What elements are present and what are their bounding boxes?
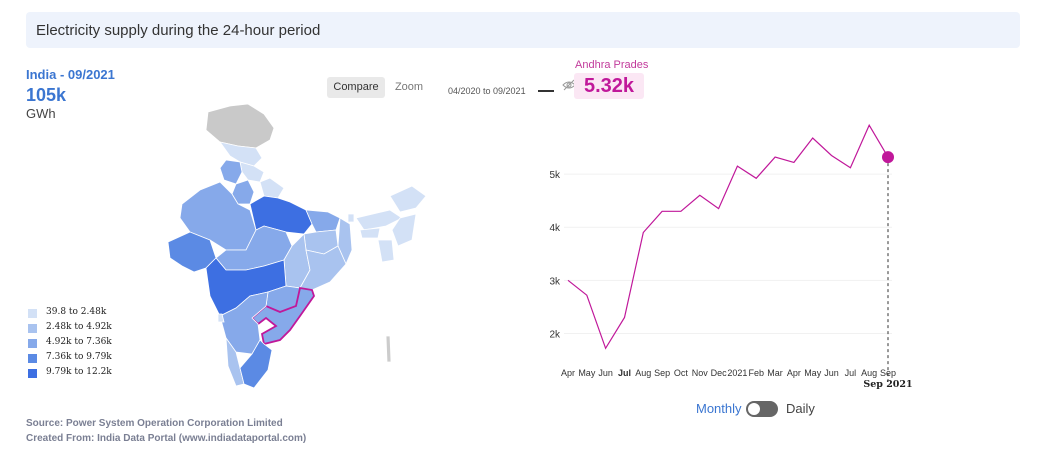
x-tick-label: May: [804, 368, 822, 378]
legend-swatch: [28, 309, 37, 318]
series-line-legend-icon: [538, 90, 554, 92]
map-region-odisha[interactable]: [299, 245, 347, 291]
india-choropleth-map[interactable]: [160, 100, 440, 400]
x-tick-label: Jul: [845, 368, 857, 378]
cursor-marker: [882, 151, 894, 164]
x-tick-label: Apr: [787, 368, 801, 378]
x-tick-label: Dec: [711, 368, 728, 378]
x-tick-label: Aug: [635, 368, 651, 378]
date-range-label: 04/2020 to 09/2021: [448, 86, 526, 96]
legend-label: 39.8 to 2.48k: [46, 307, 107, 317]
x-tick-label: Feb: [748, 368, 764, 378]
map-region-west-bengal[interactable]: [337, 217, 353, 265]
map-region-mizoram-tripura[interactable]: [377, 239, 395, 263]
chart-header: Electricity supply during the 24-hour pe…: [26, 12, 1020, 48]
x-tick-label: Jul: [618, 368, 631, 378]
map-region-assam[interactable]: [355, 209, 403, 231]
region-name: India - 09/2021: [26, 67, 115, 82]
chart-title: Electricity supply during the 24-hour pe…: [36, 22, 321, 39]
x-tick-label: Mar: [767, 368, 783, 378]
x-tick-label: Nov: [692, 368, 709, 378]
legend-swatch: [28, 339, 37, 348]
region-total-value: 105k: [26, 85, 67, 105]
selected-region-value: 5.32k: [574, 73, 645, 99]
map-region-andhra-pradesh[interactable]: [250, 286, 315, 346]
monthly-daily-toggle[interactable]: [746, 401, 778, 417]
x-tick-label: Apr: [561, 368, 575, 378]
compare-button[interactable]: Compare: [327, 77, 385, 98]
y-tick-label: 3k: [549, 276, 561, 287]
legend-label: 9.79k to 12.2k: [46, 367, 112, 377]
x-tick-label: Aug: [861, 368, 877, 378]
map-region-arunachal[interactable]: [389, 185, 427, 213]
legend-swatch: [28, 369, 37, 378]
x-tick-label: Jun: [824, 368, 839, 378]
created-from-note: Created From: India Data Portal (www.ind…: [26, 433, 307, 444]
zoom-button[interactable]: Zoom: [394, 81, 424, 93]
source-note: Source: Power System Operation Corporati…: [26, 418, 283, 429]
map-region-ladakh[interactable]: [205, 103, 275, 149]
x-tick-label: Sep: [880, 368, 896, 378]
legend-swatch: [28, 354, 37, 363]
legend-label: 2.48k to 4.92k: [46, 322, 112, 332]
x-tick-label: Jun: [598, 368, 613, 378]
y-tick-label: 5k: [549, 170, 561, 181]
map-region-tamil-nadu[interactable]: [239, 339, 273, 389]
toggle-knob: [748, 403, 760, 415]
map-region-bihar[interactable]: [305, 209, 341, 233]
legend-label: 7.36k to 9.79k: [46, 352, 112, 362]
series-line: [567, 123, 889, 350]
daily-label[interactable]: Daily: [786, 401, 815, 416]
map-region-goa[interactable]: [217, 313, 225, 323]
y-tick-label: 4k: [549, 223, 561, 234]
map-region-andaman[interactable]: [385, 335, 392, 363]
map-region-jammu-kashmir[interactable]: [219, 141, 263, 167]
region-unit: GWh: [26, 106, 56, 121]
x-tick-label: May: [578, 368, 596, 378]
y-tick-label: 2k: [549, 329, 561, 340]
map-region-nagaland-manipur[interactable]: [391, 213, 417, 247]
map-region-uttarakhand[interactable]: [259, 177, 285, 199]
legend-swatch: [28, 324, 37, 333]
x-tick-label: Oct: [674, 368, 689, 378]
legend-label: 4.92k to 7.36k: [46, 337, 112, 347]
monthly-label[interactable]: Monthly: [696, 401, 742, 416]
map-region-meghalaya[interactable]: [359, 227, 381, 239]
map-region-punjab[interactable]: [219, 159, 243, 185]
x-tick-label: 2021: [727, 368, 747, 378]
map-region-sikkim[interactable]: [347, 213, 355, 223]
x-tick-label: Sep: [654, 368, 670, 378]
selected-region-name: Andhra Prades: [575, 59, 649, 71]
cursor-label: Sep 2021: [863, 379, 912, 390]
